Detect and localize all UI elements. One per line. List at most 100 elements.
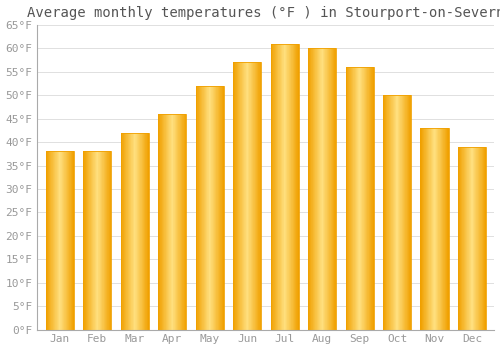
- Bar: [315, 48, 316, 330]
- Bar: [164, 114, 165, 330]
- Bar: [322, 48, 323, 330]
- Bar: [373, 67, 374, 330]
- Bar: [401, 95, 402, 330]
- Bar: [310, 48, 311, 330]
- Bar: [159, 114, 160, 330]
- Bar: [278, 44, 279, 330]
- Bar: [366, 67, 367, 330]
- Bar: [435, 128, 436, 330]
- Bar: [465, 147, 466, 330]
- Bar: [286, 44, 287, 330]
- Bar: [389, 95, 390, 330]
- Bar: [180, 114, 182, 330]
- Bar: [124, 133, 126, 330]
- Bar: [326, 48, 327, 330]
- Bar: [69, 152, 70, 330]
- Bar: [100, 152, 102, 330]
- Bar: [402, 95, 403, 330]
- Bar: [233, 62, 234, 330]
- Bar: [259, 62, 260, 330]
- Bar: [346, 67, 374, 330]
- Bar: [327, 48, 328, 330]
- Bar: [290, 44, 291, 330]
- Bar: [331, 48, 332, 330]
- Bar: [166, 114, 167, 330]
- Bar: [463, 147, 464, 330]
- Bar: [397, 95, 398, 330]
- Bar: [392, 95, 393, 330]
- Bar: [294, 44, 295, 330]
- Bar: [53, 152, 54, 330]
- Bar: [142, 133, 143, 330]
- Bar: [127, 133, 128, 330]
- Bar: [365, 67, 366, 330]
- Bar: [146, 133, 147, 330]
- Bar: [260, 62, 261, 330]
- Bar: [148, 133, 149, 330]
- Bar: [217, 86, 218, 330]
- Bar: [56, 152, 57, 330]
- Bar: [478, 147, 480, 330]
- Bar: [408, 95, 409, 330]
- Bar: [363, 67, 364, 330]
- Bar: [123, 133, 124, 330]
- Bar: [282, 44, 283, 330]
- Bar: [410, 95, 411, 330]
- Bar: [85, 152, 86, 330]
- Bar: [437, 128, 438, 330]
- Bar: [206, 86, 207, 330]
- Bar: [220, 86, 221, 330]
- Bar: [179, 114, 180, 330]
- Bar: [285, 44, 286, 330]
- Bar: [223, 86, 224, 330]
- Bar: [320, 48, 321, 330]
- Bar: [251, 62, 252, 330]
- Bar: [249, 62, 250, 330]
- Bar: [462, 147, 463, 330]
- Bar: [292, 44, 293, 330]
- Bar: [236, 62, 237, 330]
- Bar: [317, 48, 318, 330]
- Bar: [308, 48, 336, 330]
- Bar: [172, 114, 173, 330]
- Bar: [354, 67, 355, 330]
- Bar: [233, 62, 261, 330]
- Bar: [349, 67, 350, 330]
- Bar: [216, 86, 217, 330]
- Bar: [409, 95, 410, 330]
- Bar: [212, 86, 213, 330]
- Bar: [138, 133, 140, 330]
- Bar: [248, 62, 249, 330]
- Bar: [406, 95, 407, 330]
- Bar: [314, 48, 315, 330]
- Bar: [72, 152, 73, 330]
- Bar: [129, 133, 130, 330]
- Bar: [207, 86, 208, 330]
- Bar: [283, 44, 284, 330]
- Bar: [460, 147, 462, 330]
- Bar: [173, 114, 174, 330]
- Bar: [183, 114, 184, 330]
- Bar: [137, 133, 138, 330]
- Bar: [477, 147, 478, 330]
- Bar: [471, 147, 472, 330]
- Bar: [250, 62, 251, 330]
- Bar: [141, 133, 142, 330]
- Bar: [134, 133, 135, 330]
- Bar: [370, 67, 371, 330]
- Bar: [198, 86, 199, 330]
- Bar: [96, 152, 97, 330]
- Bar: [158, 114, 186, 330]
- Bar: [357, 67, 358, 330]
- Bar: [89, 152, 90, 330]
- Bar: [474, 147, 475, 330]
- Bar: [50, 152, 51, 330]
- Bar: [428, 128, 429, 330]
- Bar: [422, 128, 424, 330]
- Bar: [47, 152, 48, 330]
- Bar: [237, 62, 238, 330]
- Bar: [99, 152, 100, 330]
- Bar: [473, 147, 474, 330]
- Bar: [390, 95, 391, 330]
- Bar: [46, 152, 74, 330]
